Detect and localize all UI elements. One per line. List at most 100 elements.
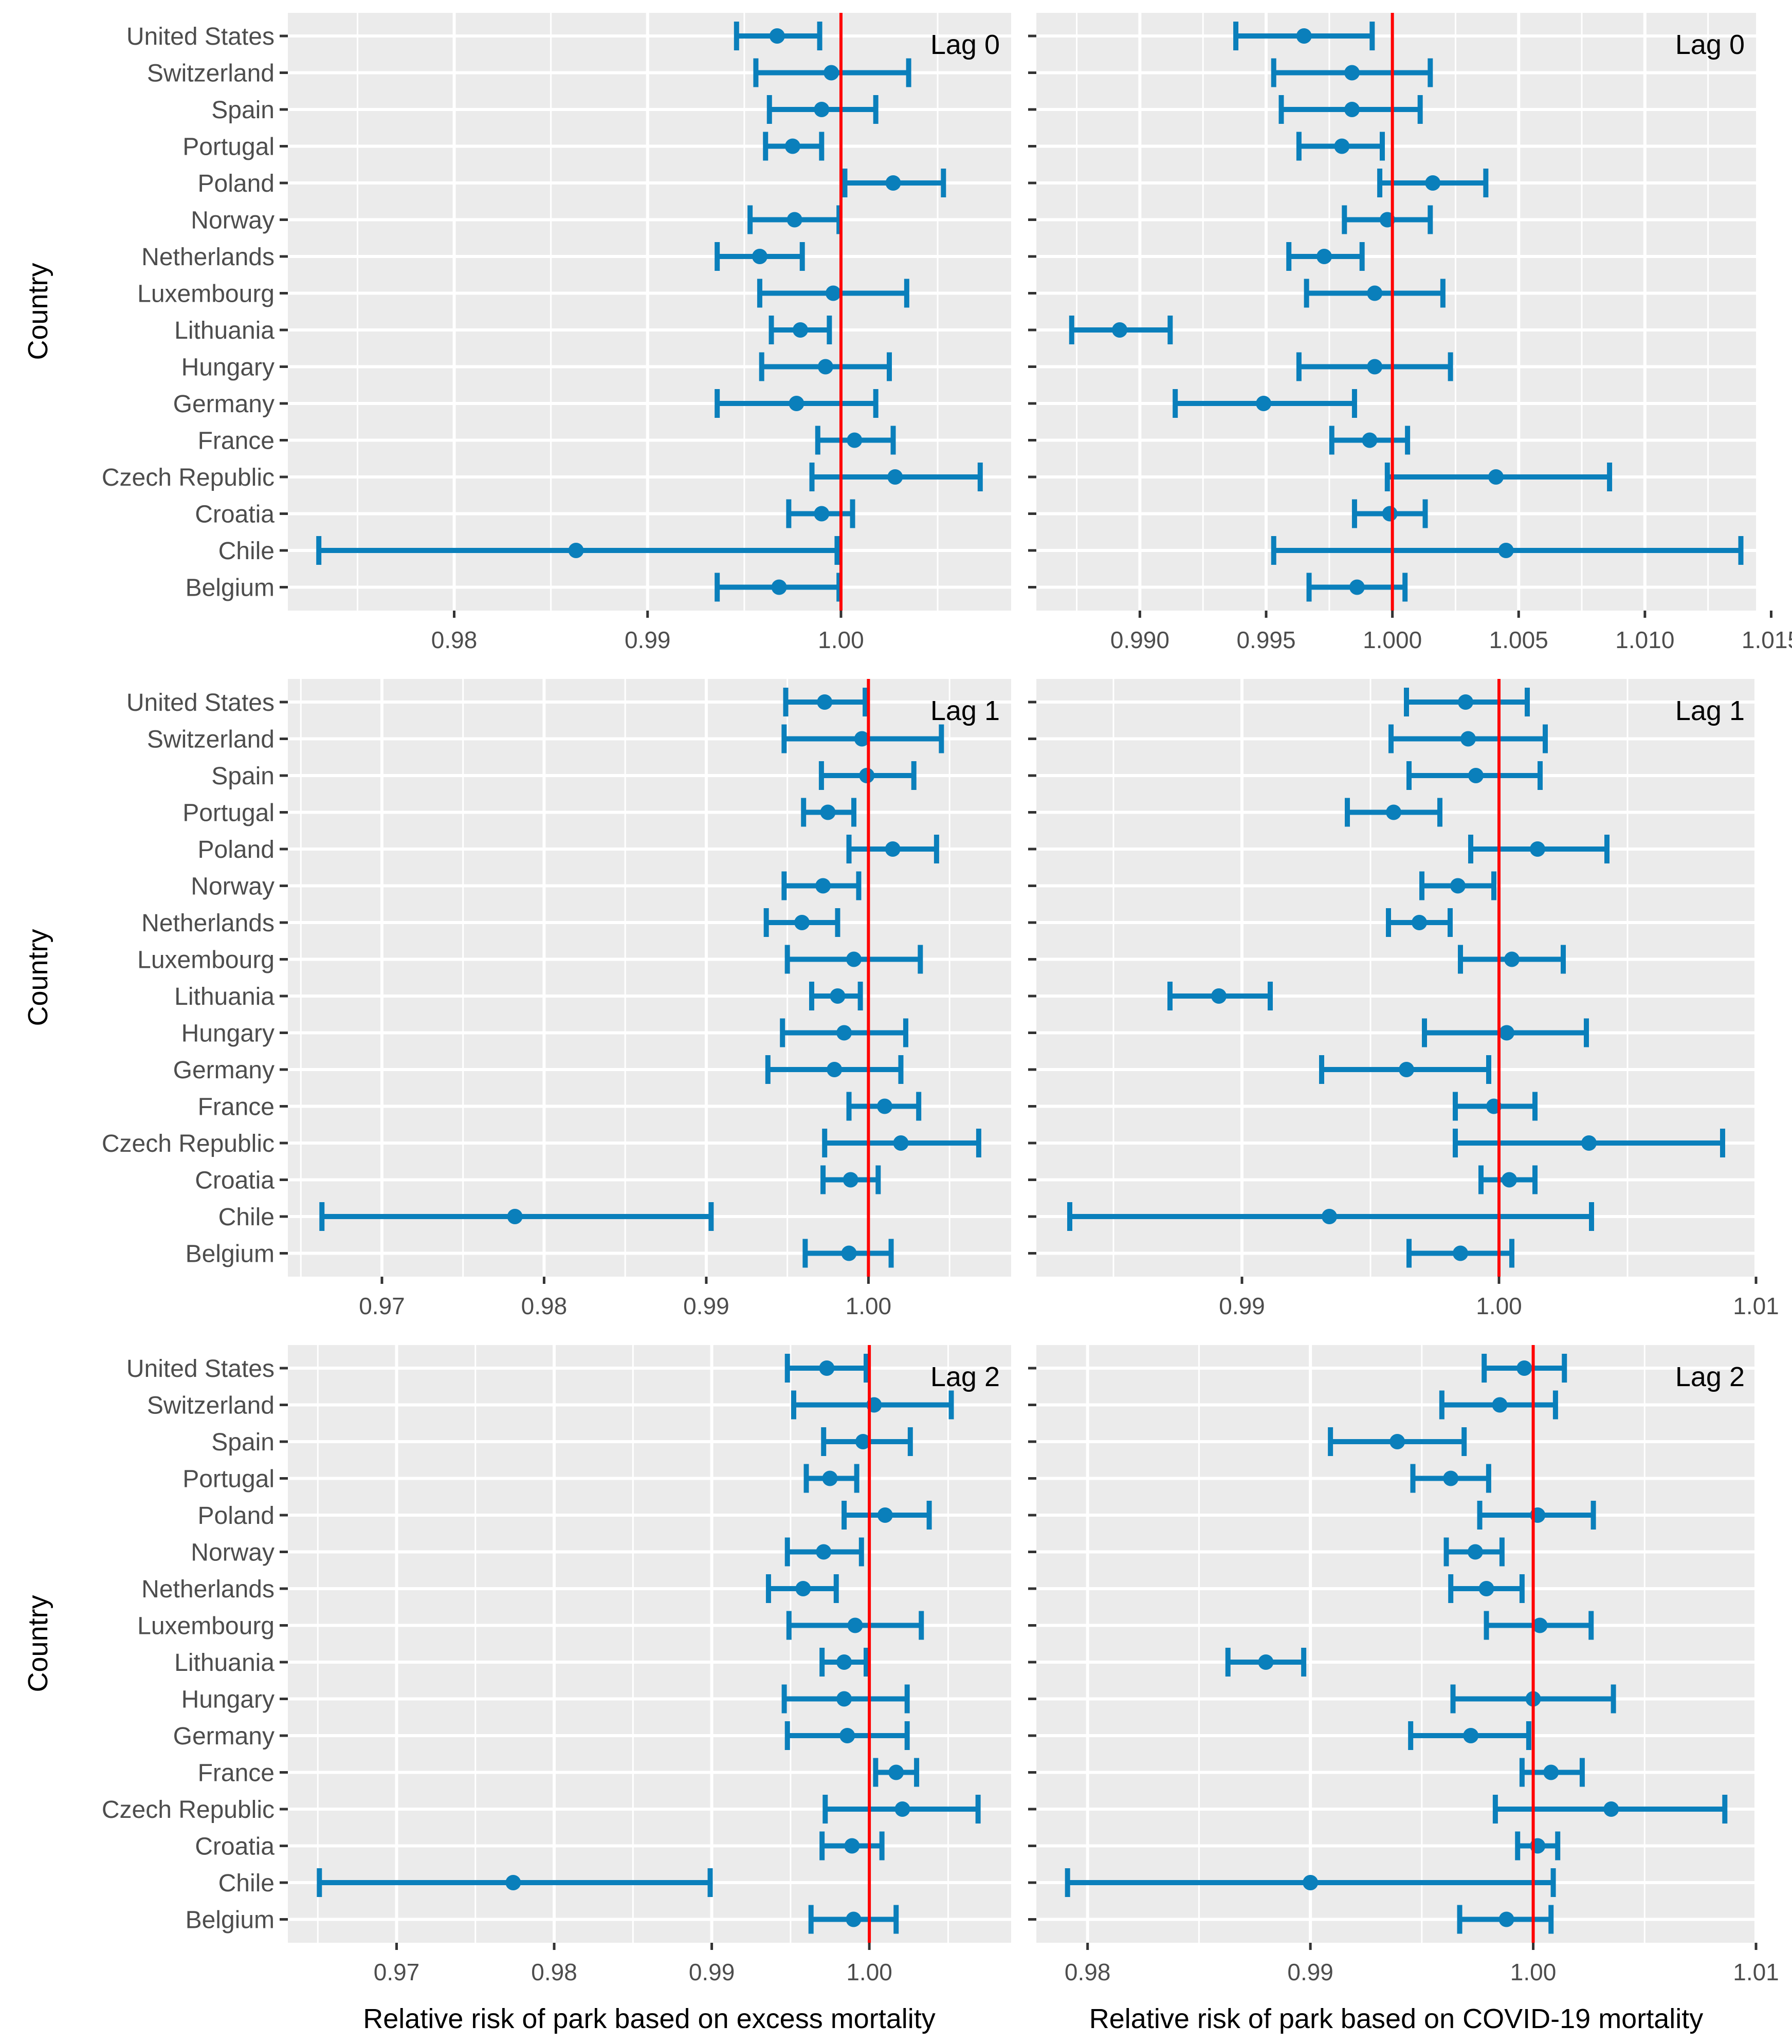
lag-annotation: Lag 0 bbox=[1675, 29, 1745, 60]
x-tick-label: 0.99 bbox=[1219, 1293, 1265, 1319]
errorbar-belgium bbox=[808, 1905, 899, 1934]
country-label: United States bbox=[126, 689, 275, 716]
x-tick-label: 0.98 bbox=[531, 1959, 577, 1985]
point-estimate bbox=[769, 28, 785, 44]
point-estimate bbox=[888, 1764, 904, 1780]
gridlines bbox=[288, 13, 1011, 611]
point-estimate bbox=[1530, 841, 1545, 857]
errorbar-hungary bbox=[1422, 1018, 1589, 1047]
country-label: Croatia bbox=[195, 1833, 275, 1861]
errorbar-chile bbox=[1065, 1868, 1556, 1897]
lag-annotation: Lag 0 bbox=[930, 29, 1000, 60]
errorbar-netherlands bbox=[765, 1574, 839, 1603]
point-estimate bbox=[1443, 1470, 1459, 1486]
errorbar-switzerland bbox=[781, 724, 944, 753]
country-label: Czech Republic bbox=[102, 1796, 275, 1824]
errorbar-lithuania bbox=[819, 1648, 869, 1677]
country-label: Norway bbox=[191, 207, 275, 234]
country-label: Croatia bbox=[195, 501, 275, 528]
point-estimate bbox=[824, 65, 839, 81]
errorbar-lithuania bbox=[1069, 316, 1173, 344]
x-tick-label: 1.00 bbox=[818, 627, 864, 653]
errorbar-germany bbox=[1408, 1721, 1531, 1750]
point-estimate bbox=[1367, 359, 1383, 375]
x-tick-label: 1.00 bbox=[846, 1959, 892, 1985]
lag-annotation: Lag 2 bbox=[1675, 1361, 1745, 1392]
country-label: United States bbox=[126, 23, 275, 50]
country-label: Czech Republic bbox=[102, 464, 275, 491]
point-estimate bbox=[1504, 951, 1520, 967]
x-tick-label: 1.00 bbox=[1476, 1293, 1522, 1319]
errorbar-netherlands bbox=[715, 242, 805, 271]
point-estimate bbox=[1498, 543, 1514, 558]
x-tick-label: 0.99 bbox=[1287, 1959, 1333, 1985]
point-estimate bbox=[795, 1581, 811, 1596]
errorbar-luxembourg bbox=[786, 1611, 924, 1640]
point-estimate bbox=[787, 212, 802, 228]
country-label: Luxembourg bbox=[137, 281, 275, 308]
x-tick-label: 0.99 bbox=[625, 627, 671, 653]
point-estimate bbox=[855, 1434, 871, 1449]
country-label: Luxembourg bbox=[137, 947, 275, 974]
y-axis-title-row3: Country bbox=[23, 1595, 53, 1692]
point-estimate bbox=[814, 102, 830, 117]
errorbar-lithuania bbox=[769, 316, 832, 344]
point-estimate bbox=[1458, 694, 1473, 710]
country-label: Lithuania bbox=[174, 983, 275, 1010]
country-label: Czech Republic bbox=[102, 1130, 275, 1157]
point-estimate bbox=[1463, 1728, 1479, 1743]
country-label: Netherlands bbox=[141, 1576, 275, 1603]
errorbar-switzerland bbox=[1388, 724, 1548, 753]
gridlines bbox=[288, 1345, 1011, 1943]
country-label: France bbox=[198, 1094, 275, 1121]
point-estimate bbox=[784, 138, 800, 154]
errorbar-germany bbox=[715, 389, 879, 418]
x-axis-title-covid: Relative risk of park based on COVID-19 … bbox=[1089, 2003, 1703, 2034]
errorbar-poland bbox=[842, 1501, 932, 1530]
errorbar-poland bbox=[846, 835, 939, 863]
errorbar-portugal bbox=[1345, 798, 1442, 827]
x-tick-label: 1.00 bbox=[846, 1293, 892, 1319]
country-label: Poland bbox=[198, 836, 275, 863]
country-label: France bbox=[198, 1760, 275, 1787]
errorbar-norway bbox=[781, 871, 862, 900]
error-bars bbox=[317, 1354, 981, 1934]
errorbar-poland bbox=[1377, 169, 1489, 197]
point-estimate bbox=[771, 579, 787, 595]
y-axis-title-row2: Country bbox=[23, 929, 53, 1026]
errorbar-croatia bbox=[1478, 1165, 1538, 1194]
country-label: France bbox=[198, 428, 275, 455]
point-estimate bbox=[817, 359, 833, 375]
point-estimate bbox=[836, 1654, 852, 1670]
point-estimate bbox=[817, 694, 833, 710]
country-label: Hungary bbox=[181, 1020, 275, 1047]
errorbar-portugal bbox=[801, 798, 856, 827]
errorbar-portugal bbox=[803, 1464, 860, 1493]
x-tick-label: 1.015 bbox=[1742, 627, 1792, 653]
country-label: Norway bbox=[191, 1539, 275, 1567]
errorbar-czech-republic bbox=[1384, 463, 1613, 491]
point-estimate bbox=[825, 285, 841, 301]
point-estimate bbox=[814, 506, 830, 522]
panel-background bbox=[288, 13, 1011, 611]
lag-annotation: Lag 1 bbox=[930, 695, 1000, 726]
point-estimate bbox=[854, 731, 870, 747]
error-bars bbox=[1069, 22, 1744, 602]
point-estimate bbox=[893, 1135, 909, 1151]
point-estimate bbox=[1502, 1172, 1517, 1188]
errorbar-portugal bbox=[1296, 132, 1385, 161]
country-label: Lithuania bbox=[174, 1649, 275, 1677]
country-label: Switzerland bbox=[147, 726, 275, 753]
point-estimate bbox=[1344, 65, 1360, 81]
errorbar-lithuania bbox=[809, 982, 863, 1010]
panel-excess-lag2: 0.97 0.98 0.99 1.00 United States Switzerland… bbox=[102, 1345, 1011, 1985]
errorbar-norway bbox=[1443, 1537, 1505, 1567]
country-label: Poland bbox=[198, 170, 275, 197]
errorbar-belgium bbox=[802, 1239, 894, 1268]
point-estimate bbox=[841, 1245, 857, 1261]
x-tick-label: 1.01 bbox=[1733, 1293, 1779, 1319]
errorbar-germany bbox=[765, 1055, 904, 1084]
country-label: Portugal bbox=[182, 134, 275, 161]
errorbar-czech-republic bbox=[822, 1795, 981, 1824]
